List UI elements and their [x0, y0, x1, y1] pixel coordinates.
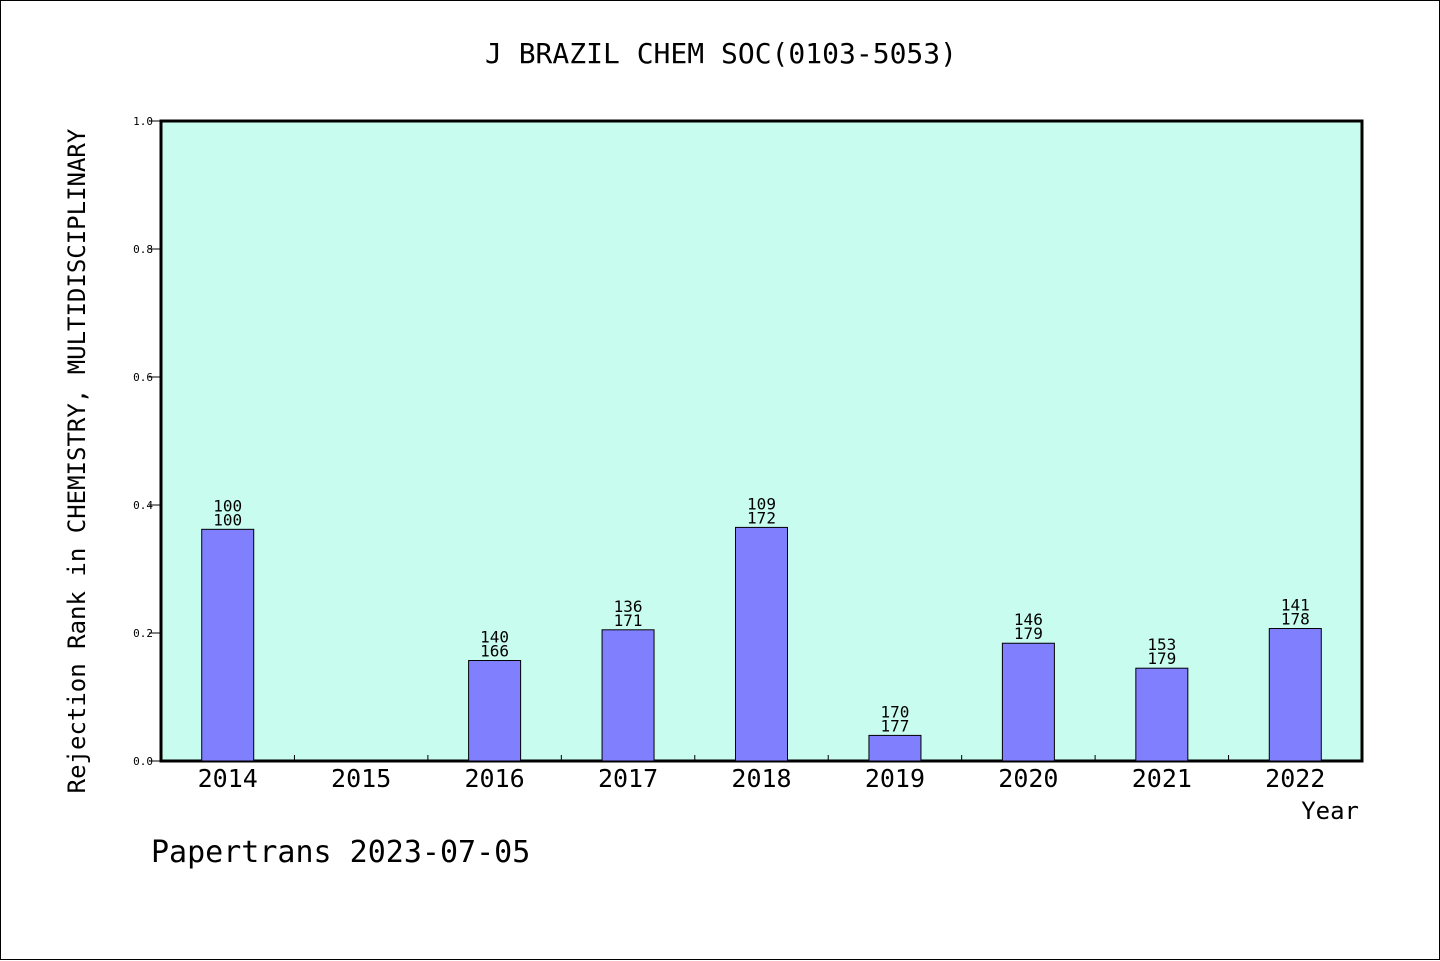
bar	[735, 526, 788, 762]
bar-label-top: 141	[1281, 596, 1310, 615]
y-tick-label: 0.0	[133, 755, 153, 768]
x-tick-label: 2014	[198, 764, 258, 793]
x-axis: 2014 2015 2016 2017 2018 2019 2020 2021 2022	[198, 755, 1325, 793]
bar	[1268, 628, 1322, 762]
y-tick-label: 0.8	[133, 243, 153, 256]
bar-label-top: 170	[880, 702, 909, 721]
bar-label-bottom: 100	[213, 510, 242, 529]
bar-label-bottom: 179	[1147, 649, 1176, 668]
bar	[601, 629, 655, 762]
x-tick-label: 2022	[1265, 764, 1325, 793]
x-tick-label: 2021	[1132, 764, 1192, 793]
bar	[1001, 642, 1055, 762]
x-tick-label: 2016	[465, 764, 525, 793]
x-tick-label: 2020	[998, 764, 1058, 793]
bar-label-bottom: 178	[1281, 610, 1310, 629]
bar-label-top: 136	[614, 597, 643, 616]
bar-label-top: 153	[1147, 635, 1176, 654]
bars	[201, 526, 1322, 762]
y-tick-label: 0.6	[133, 371, 153, 384]
y-axis-label: Rejection Rank in CHEMISTRY, MULTIDISCIP…	[63, 128, 91, 794]
bar-label-top: 146	[1014, 610, 1043, 629]
y-tick-label: 0.4	[133, 499, 153, 512]
y-axis: 0.0 0.2 0.4 0.6 0.8 1.0	[133, 115, 161, 768]
chart-title: J BRAZIL CHEM SOC(0103-5053)	[484, 37, 957, 70]
x-tick-label: 2018	[731, 764, 791, 793]
bar-label-bottom: 171	[614, 611, 643, 630]
bar-label-bottom: 179	[1014, 624, 1043, 643]
bar-label-bottom: 177	[880, 716, 909, 735]
x-tick-label: 2015	[331, 764, 391, 793]
bar	[468, 660, 522, 762]
bar-label-top: 100	[213, 496, 242, 515]
bar	[1135, 667, 1189, 762]
x-tick-label: 2017	[598, 764, 658, 793]
y-tick-label: 0.2	[133, 627, 153, 640]
data-labels: 1001001401661361711091721701771461791531…	[213, 494, 1309, 735]
bar	[868, 734, 922, 762]
footer-note: Papertrans 2023-07-05	[151, 835, 531, 870]
bar-label-top: 140	[480, 628, 509, 647]
x-axis-label: Year	[1301, 797, 1359, 825]
y-tick-label: 1.0	[133, 115, 153, 128]
bar-label-top: 109	[747, 494, 776, 513]
bar	[201, 528, 255, 762]
x-tick-label: 2019	[865, 764, 925, 793]
bar-label-bottom: 166	[480, 642, 509, 661]
bar-label-bottom: 172	[747, 508, 776, 527]
